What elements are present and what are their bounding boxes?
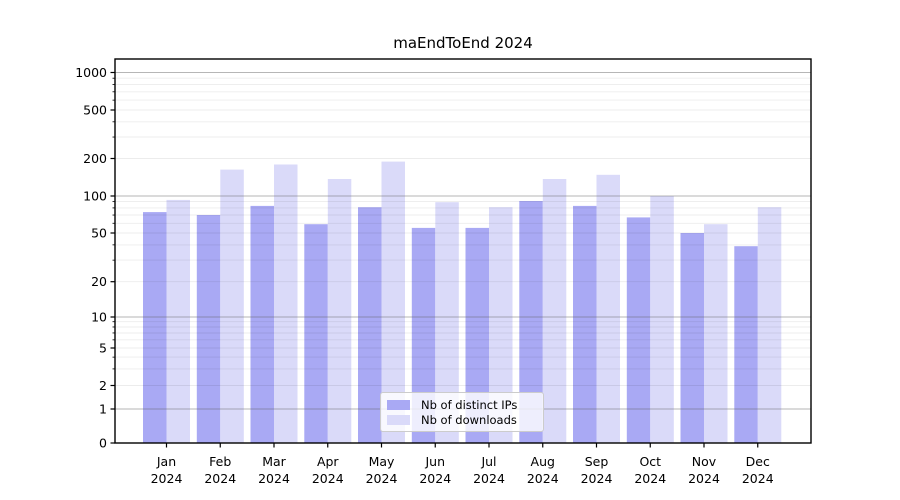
x-tick-label-year: 2024 <box>312 471 344 486</box>
legend-swatch-distinct-ips <box>387 399 410 410</box>
bar-ips-apr <box>304 224 328 443</box>
bar-downloads-mar <box>274 164 298 443</box>
y-tick-label: 1 <box>99 401 107 416</box>
y-tick-label: 5 <box>99 340 107 355</box>
x-tick-label-month: Apr <box>317 454 339 469</box>
bar-downloads-jul <box>489 207 513 443</box>
bar-downloads-nov <box>704 224 728 443</box>
legend-item-downloads: Nb of downloads <box>387 412 536 427</box>
bar-ips-sep <box>573 205 597 443</box>
x-tick-label-month: Dec <box>746 454 770 469</box>
bar-ips-oct <box>626 217 651 443</box>
y-tick-label: 10 <box>91 309 107 324</box>
x-tick-label-year: 2024 <box>688 471 720 486</box>
bar-downloads-apr <box>327 179 352 443</box>
x-tick-label-year: 2024 <box>742 471 774 486</box>
y-tick-label: 1000 <box>75 65 107 80</box>
bar-ips-nov <box>680 233 704 443</box>
y-tick-label: 200 <box>83 151 107 166</box>
x-tick-label-month: Mar <box>262 454 286 469</box>
x-tick-label-month: Jun <box>424 454 445 469</box>
bar-ips-jul <box>465 227 489 443</box>
x-tick-label-month: Nov <box>692 454 717 469</box>
x-tick-label-month: Sep <box>585 454 609 469</box>
legend: Nb of distinct IPs Nb of downloads <box>380 392 544 432</box>
bar-downloads-feb <box>220 169 244 443</box>
bar-downloads-may <box>381 161 405 443</box>
bar-ips-dec <box>734 246 758 443</box>
bar-ips-jun <box>411 227 436 443</box>
x-tick-label-year: 2024 <box>527 471 559 486</box>
bar-ips-feb <box>196 215 221 443</box>
x-tick-label-month: Jul <box>480 454 496 469</box>
x-tick-label-month: Aug <box>531 454 555 469</box>
y-tick-label: 50 <box>91 225 107 240</box>
bar-ips-aug <box>519 201 543 443</box>
bar-ips-mar <box>250 205 274 443</box>
y-tick-label: 0 <box>99 435 107 450</box>
bar-downloads-jan <box>166 199 190 443</box>
bar-downloads-jun <box>435 202 459 443</box>
x-tick-label-year: 2024 <box>473 471 505 486</box>
bar-ips-jan <box>143 212 167 443</box>
x-tick-label-year: 2024 <box>204 471 236 486</box>
x-tick-label-year: 2024 <box>634 471 666 486</box>
bar-ips-may <box>358 207 382 443</box>
x-tick-label-year: 2024 <box>419 471 451 486</box>
legend-swatch-downloads <box>387 414 410 425</box>
x-tick-label-month: Feb <box>209 454 231 469</box>
bar-downloads-oct <box>650 196 674 443</box>
x-tick-label-month: May <box>369 454 395 469</box>
legend-item-distinct-ips: Nb of distinct IPs <box>387 397 536 412</box>
bar-downloads-sep <box>596 174 620 444</box>
x-tick-label-year: 2024 <box>581 471 613 486</box>
legend-label-distinct-ips: Nb of distinct IPs <box>421 397 518 412</box>
chart-title: maEndToEnd 2024 <box>393 34 533 52</box>
x-tick-label-year: 2024 <box>258 471 290 486</box>
x-tick-label-year: 2024 <box>151 471 183 486</box>
x-tick-label-year: 2024 <box>366 471 398 486</box>
y-tick-label: 2 <box>99 378 107 393</box>
y-tick-label: 500 <box>83 102 107 117</box>
legend-label-downloads: Nb of downloads <box>421 412 517 427</box>
y-tick-label: 20 <box>91 274 107 289</box>
x-tick-label-month: Oct <box>639 454 661 469</box>
x-tick-label-month: Jan <box>156 454 176 469</box>
plot-border <box>114 58 812 444</box>
bar-downloads-dec <box>757 207 782 443</box>
y-tick-label: 100 <box>83 188 107 203</box>
bar-downloads-aug <box>542 179 567 443</box>
